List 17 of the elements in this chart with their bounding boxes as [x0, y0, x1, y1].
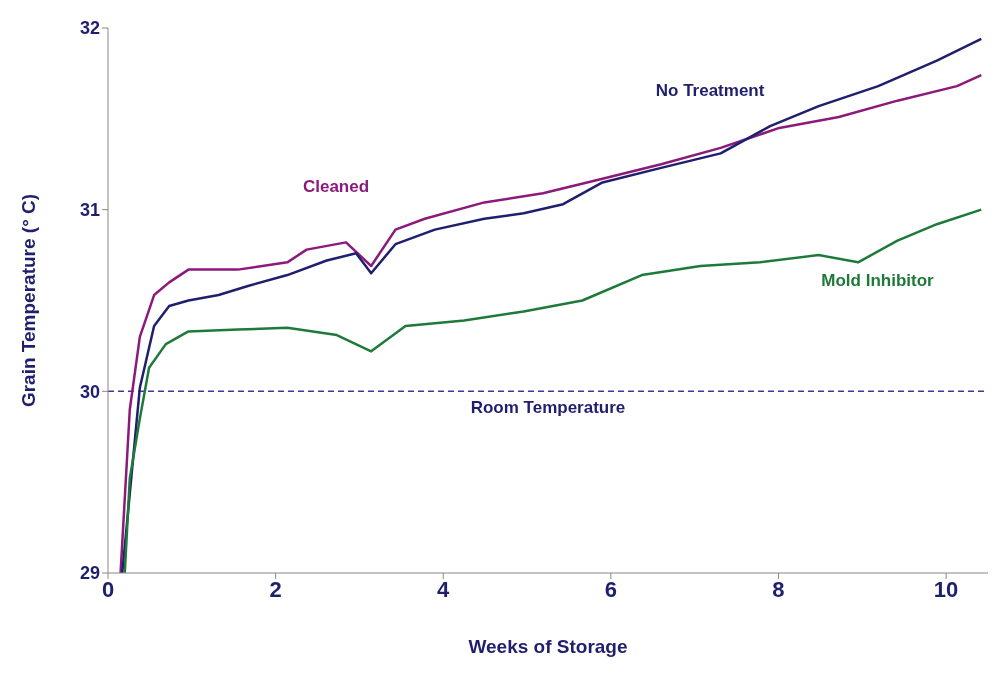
x-tick-label: 0 — [101, 576, 115, 602]
x-tick-label: 2 — [269, 576, 282, 602]
x-tick-label: 10 — [933, 576, 959, 602]
y-tick-label: 31 — [79, 200, 100, 221]
y-tick-label: 32 — [79, 18, 100, 39]
x-tick-label: 4 — [437, 576, 451, 602]
y-tick-label: 29 — [79, 563, 100, 584]
y-tick-label: 30 — [79, 381, 100, 402]
x-tick-label: 6 — [604, 576, 617, 602]
y-axis-title: Grain Temperature (° C) — [17, 193, 39, 408]
line-series — [123, 208, 983, 573]
text: Cleaned — [302, 177, 370, 197]
ref-line-label: Room Temperature — [470, 398, 626, 418]
series-label: No Treatment — [655, 81, 765, 101]
x-tick-label: 8 — [772, 576, 785, 602]
x-axis-title: Weeks of Storage — [468, 636, 628, 657]
series-label: Mold Inhibitor — [821, 270, 935, 290]
